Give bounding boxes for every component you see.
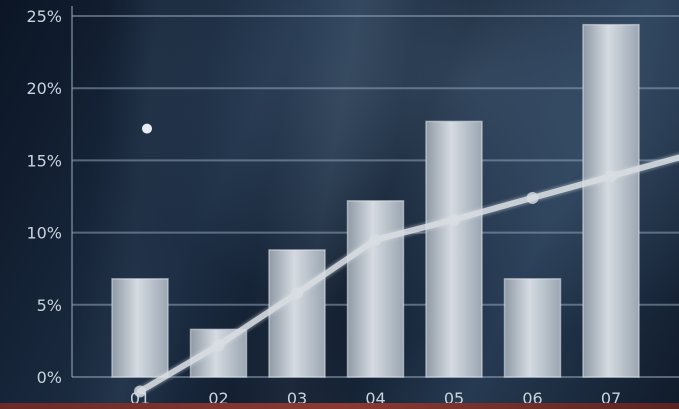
trend-line: [137, 154, 679, 395]
marker-layer: [142, 123, 152, 134]
bar: [346, 200, 405, 378]
line-point: [134, 385, 146, 398]
bar: [503, 278, 562, 378]
trend-line-series: [134, 153, 679, 398]
line-point: [526, 191, 539, 204]
y-tick-label: 25%: [26, 7, 62, 26]
line-point: [448, 213, 460, 226]
bar: [111, 278, 169, 378]
y-axis-tick-labels: 0% 5% 10% 15% 20% 25%: [26, 7, 62, 387]
data-marker: [142, 123, 152, 134]
bar: [582, 23, 640, 378]
bar: [425, 120, 483, 378]
bar: [268, 249, 326, 378]
bottom-strip: [0, 403, 679, 409]
y-tick-label: 0%: [37, 368, 62, 387]
y-tick-label: 5%: [37, 296, 62, 315]
line-point: [291, 287, 303, 300]
line-point: [369, 233, 382, 246]
line-point: [212, 339, 225, 352]
y-tick-label: 10%: [26, 224, 62, 243]
y-tick-label: 15%: [26, 151, 62, 170]
y-tick-label: 20%: [26, 79, 62, 98]
bars: [111, 23, 640, 378]
line-point: [605, 170, 617, 183]
